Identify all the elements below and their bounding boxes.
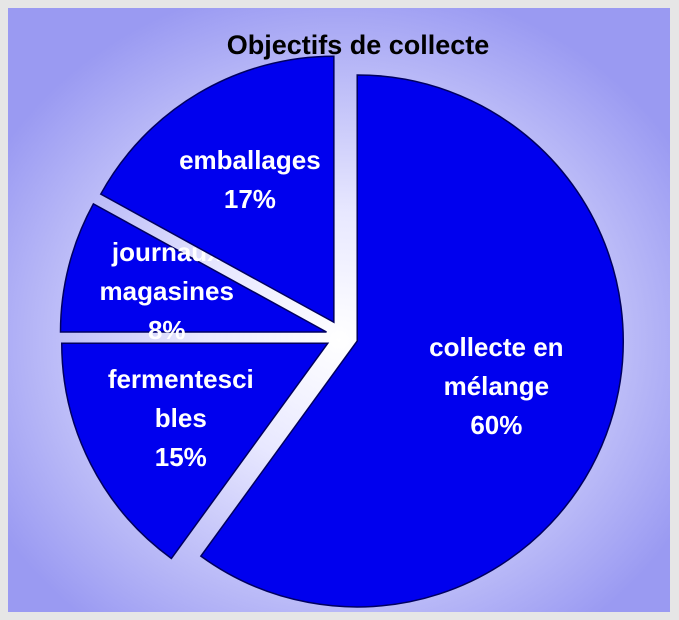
pie-slice <box>60 342 330 560</box>
slice-label: collecte en mélange 60% <box>421 296 571 476</box>
chart-title: Objectifs de collecte <box>227 30 490 60</box>
slice-value: 15% <box>154 441 207 472</box>
slice-value: 17% <box>223 184 276 215</box>
slice-label-box: journaux magasines 8% <box>92 201 242 381</box>
slice-value: 60% <box>470 409 523 440</box>
slice-label: fermentescibles 15% <box>106 328 256 508</box>
pie-slice <box>199 74 624 608</box>
slice-category: emballages <box>179 145 321 176</box>
slice-category: collecte en mélange <box>429 331 564 401</box>
slice-label-box: collecte en mélange 60% <box>421 296 571 476</box>
slice-label: emballages 17% <box>175 90 325 270</box>
slice-label-box: emballages 17% <box>175 90 325 270</box>
pie-slice <box>99 55 335 324</box>
slice-value: 8% <box>147 314 186 345</box>
slice-category: fermentescibles <box>107 363 254 433</box>
slice-label-box: fermentescibles 15% <box>106 328 256 508</box>
pie-slice <box>59 202 327 333</box>
